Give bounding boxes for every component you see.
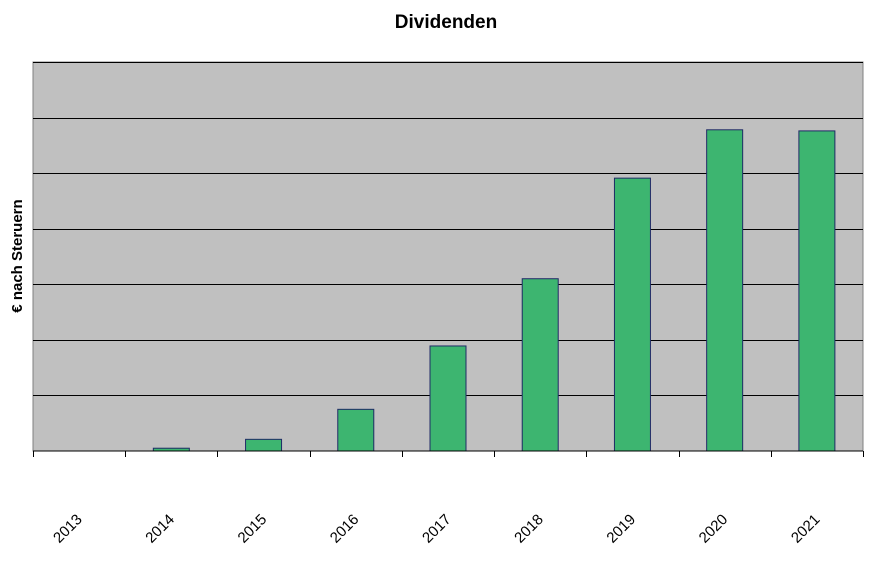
bar-2016 — [337, 408, 375, 452]
y-axis-label: € nach Steruern — [9, 199, 26, 312]
x-tick-label: 2014 — [142, 511, 178, 547]
bar-2020 — [706, 129, 744, 452]
bar-2018 — [521, 278, 559, 452]
x-axis-ticks — [33, 451, 864, 457]
bar-2019 — [613, 177, 651, 452]
x-tick-label: 2020 — [696, 511, 732, 547]
bar-2017 — [429, 345, 467, 452]
bars — [152, 129, 836, 452]
bar-2015 — [245, 438, 283, 452]
bar-2021 — [798, 130, 836, 452]
x-tick-label: 2013 — [50, 511, 86, 547]
x-tick-label: 2019 — [603, 511, 639, 547]
x-axis-tick-labels: 2013 2014 2015 2016 2017 2018 2019 2020 2021 — [50, 511, 823, 547]
x-tick-label: 2021 — [788, 511, 824, 547]
chart-title: Dividenden — [395, 12, 497, 33]
x-tick-label: 2016 — [327, 511, 363, 547]
x-tick-label: 2018 — [511, 511, 547, 547]
x-tick-label: 2017 — [419, 511, 455, 547]
x-tick-label: 2015 — [235, 511, 271, 547]
